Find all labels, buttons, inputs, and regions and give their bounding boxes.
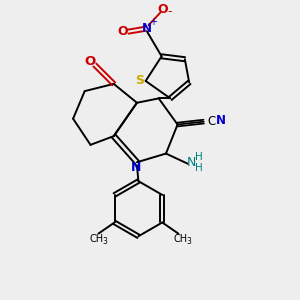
Text: 3: 3 (102, 237, 107, 246)
Text: O: O (118, 25, 128, 38)
Text: S: S (135, 74, 144, 88)
Text: H: H (195, 152, 202, 162)
Text: N: N (216, 114, 226, 127)
Text: -: - (167, 5, 172, 18)
Text: N: N (142, 22, 152, 35)
Text: +: + (149, 17, 158, 27)
Text: 3: 3 (186, 237, 191, 246)
Text: O: O (157, 3, 168, 16)
Text: N: N (187, 156, 196, 169)
Text: H: H (195, 163, 202, 173)
Text: CH: CH (89, 234, 103, 244)
Text: C: C (207, 115, 215, 128)
Text: N: N (131, 161, 142, 174)
Text: O: O (85, 55, 96, 68)
Text: CH: CH (173, 234, 188, 244)
